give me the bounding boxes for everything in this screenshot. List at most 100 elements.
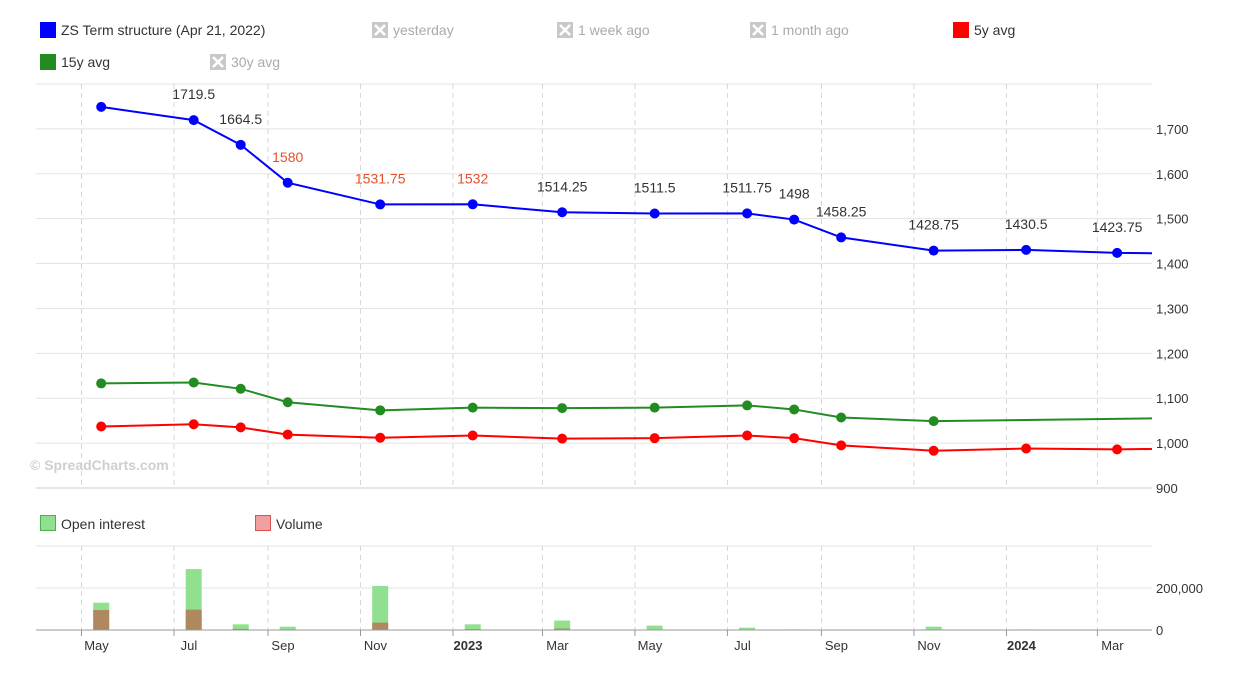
open-interest-bar[interactable] [464,624,481,630]
data-point[interactable] [928,445,939,456]
data-label: 1428.75 [908,217,959,233]
legend-label: 15y avg [61,54,110,70]
x-axis: May Jul Sep Nov 2023 Mar May Jul Sep Nov 2024 Mar [80,630,1124,653]
data-point[interactable] [649,402,660,413]
series-line [101,381,1153,423]
data-point[interactable] [96,378,107,389]
legend-label: 30y avg [231,54,280,70]
data-label: 1458.25 [816,203,867,219]
data-point[interactable] [742,400,753,411]
volume-bar[interactable] [372,622,389,630]
data-point[interactable] [375,405,386,416]
series-layer [96,101,1153,456]
data-point[interactable] [1021,443,1032,454]
volume-panel: 0 200,000 [36,545,1203,638]
data-point[interactable] [375,199,386,210]
volume-legend-item[interactable]: Open interest [40,515,146,533]
x-tick-label: Nov [917,638,941,653]
y-tick-label: 1,300 [1156,301,1189,316]
data-point[interactable] [235,139,246,150]
y-axis: 900 1,000 1,100 1,200 1,300 1,400 1,500 1,600 1,… [36,122,1189,496]
volume-bar[interactable] [93,610,110,630]
data-point[interactable] [557,207,568,218]
legend-item[interactable]: 30y avg [210,54,280,70]
legend-item[interactable]: 15y avg [40,54,110,70]
data-point[interactable] [836,440,847,451]
data-point[interactable] [557,433,568,444]
legend-item[interactable]: 5y avg [953,22,1015,38]
data-point[interactable] [188,419,199,430]
data-point[interactable] [928,416,939,427]
data-label: 1423.75 [1092,219,1143,235]
data-point[interactable] [557,403,568,414]
open-interest-bar[interactable] [372,585,389,630]
y-tick-label: 1,500 [1156,212,1189,227]
data-point[interactable] [282,397,293,408]
open-interest-bar[interactable] [232,624,249,630]
data-point[interactable] [649,433,660,444]
y-tick-label: 1,000 [1156,436,1189,451]
volume-legend-item[interactable]: Volume [255,515,323,533]
y-tick-label: 1,600 [1156,167,1189,182]
legend-item[interactable]: 1 week ago [557,22,650,38]
x-tick-label: 2024 [1007,638,1037,653]
data-point[interactable] [1112,247,1123,258]
data-label: 1514.25 [537,178,588,194]
legend-item[interactable]: yesterday [372,22,454,38]
hidden-series-icon [372,22,388,38]
data-point[interactable] [836,412,847,423]
data-point[interactable] [282,429,293,440]
data-point[interactable] [649,208,660,219]
data-label: 1532 [457,170,488,186]
legend-label: yesterday [393,22,454,38]
legend-swatch [953,22,969,38]
data-point[interactable] [188,115,199,126]
volume-bar[interactable] [232,628,249,630]
open-interest-bar[interactable] [279,626,296,630]
data-point[interactable] [235,422,246,433]
volume-bar[interactable] [185,609,202,630]
data-point[interactable] [467,430,478,441]
data-point[interactable] [96,101,107,112]
data-point[interactable] [188,377,199,388]
data-label: 1498 [779,186,810,202]
x-tick-label: Sep [271,638,294,653]
data-point[interactable] [789,404,800,415]
data-point[interactable] [789,433,800,444]
y-tick-label: 1,400 [1156,257,1189,272]
legend-swatch [40,515,56,531]
open-interest-bar[interactable] [739,627,756,630]
legend-item[interactable]: 1 month ago [750,22,849,38]
data-point[interactable] [928,245,939,256]
open-interest-bar[interactable] [925,626,942,630]
open-interest-bar[interactable] [554,620,571,630]
open-interest-bar[interactable] [646,625,663,630]
volume-legend: Open interest Volume [40,515,323,533]
data-point[interactable] [467,199,478,210]
x-tick-label: Jul [181,638,198,653]
data-point[interactable] [1021,244,1032,255]
hidden-series-icon [210,54,226,70]
data-point[interactable] [467,402,478,413]
data-point[interactable] [1112,444,1123,455]
x-tick-label: Jul [734,638,751,653]
x-tick-label: Mar [1101,638,1124,653]
legend-item[interactable]: ZS Term structure (Apr 21, 2022) [40,22,265,38]
data-point[interactable] [96,421,107,432]
legend-label: 1 week ago [578,22,650,38]
volume-bar[interactable] [554,628,571,630]
data-point[interactable] [235,383,246,394]
data-point[interactable] [836,232,847,243]
legend-swatch [40,54,56,70]
data-point[interactable] [742,430,753,441]
x-tick-label: May [84,638,109,653]
data-point[interactable] [789,214,800,225]
x-tick-label: Nov [364,638,388,653]
volume-y-tick-label: 200,000 [1156,581,1203,596]
data-point[interactable] [742,208,753,219]
data-point[interactable] [375,432,386,443]
legend-label: Volume [276,516,323,532]
data-point[interactable] [282,177,293,188]
